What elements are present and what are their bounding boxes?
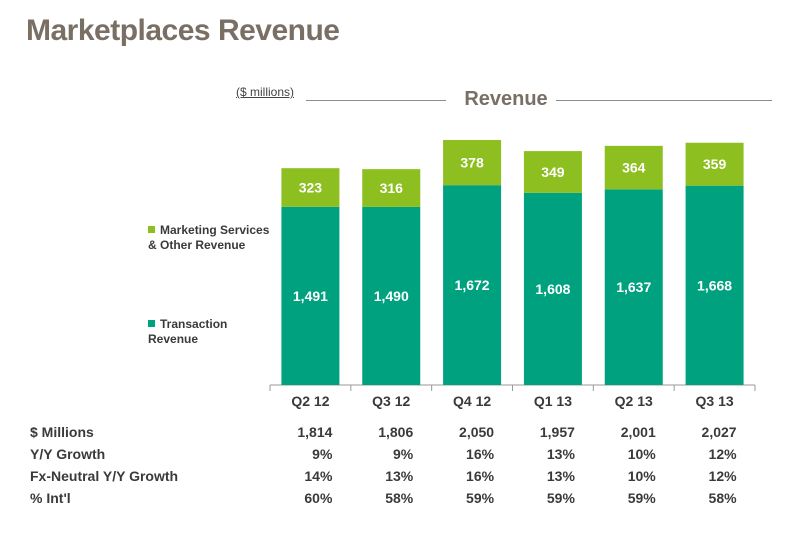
revenue-chart: 1,491 323 Q2 12 1,490 316 Q3 12 1,672 378 Q4 12 1… xyxy=(269,140,756,409)
bar-label-marketing-0: 323 xyxy=(299,180,323,196)
legend-label-transaction: Transaction Revenue xyxy=(148,317,228,346)
chart-title-rule-right xyxy=(556,100,772,101)
table-cell: 59% xyxy=(627,490,656,506)
table-row: Fx-Neutral Y/Y Growth 14% 13% 16% 13% 10% 12% xyxy=(0,468,800,490)
bar-label-transaction-2: 1,672 xyxy=(455,277,490,293)
bar-label-marketing-1: 316 xyxy=(380,180,404,196)
bar-label-transaction-0: 1,491 xyxy=(293,288,328,304)
bar-transaction-4 xyxy=(604,189,663,385)
legend-item-marketing: Marketing Services & Other Revenue xyxy=(148,208,269,253)
table-row-label: % Int'l xyxy=(30,490,71,506)
bar-transaction-2 xyxy=(443,185,502,385)
table-row-label: Y/Y Growth xyxy=(30,446,106,462)
bar-marketing-3 xyxy=(523,151,582,193)
table-cell: 9% xyxy=(393,446,414,462)
bar-label-transaction-3: 1,608 xyxy=(535,281,570,297)
table-cell: 59% xyxy=(466,490,495,506)
table-cell: 9% xyxy=(312,446,333,462)
table-row-label: $ Millions xyxy=(30,424,94,440)
table-cell: 10% xyxy=(627,468,656,484)
table-cell: 13% xyxy=(546,446,575,462)
legend-swatch-transaction xyxy=(148,320,155,327)
x-tick-label-3: Q1 13 xyxy=(534,393,572,409)
units-note: ($ millions) xyxy=(236,85,295,99)
legend-swatch-marketing xyxy=(148,226,155,233)
legend-label-marketing: Marketing Services & Other Revenue xyxy=(148,223,270,252)
table-cell: 58% xyxy=(708,490,737,506)
bar-label-marketing-5: 359 xyxy=(703,156,727,172)
bar-marketing-2 xyxy=(443,140,502,186)
x-tick-label-5: Q3 13 xyxy=(696,393,734,409)
table-cell: 2,001 xyxy=(620,424,656,440)
table-cell: 16% xyxy=(466,446,495,462)
bar-transaction-0 xyxy=(281,206,340,385)
bar-label-transaction-5: 1,668 xyxy=(697,277,732,293)
chart-title: Revenue xyxy=(456,88,556,111)
table-cell: 13% xyxy=(385,468,414,484)
table-cell: 2,027 xyxy=(701,424,737,440)
bar-label-transaction-1: 1,490 xyxy=(374,288,409,304)
table-cell: 1,806 xyxy=(378,424,414,440)
table-cell: 14% xyxy=(304,468,333,484)
table-cell: 12% xyxy=(708,468,737,484)
table-row: % Int'l 60% 58% 59% 59% 59% 58% xyxy=(0,490,800,512)
legend-item-transaction: Transaction Revenue xyxy=(148,302,227,347)
bar-label-marketing-2: 378 xyxy=(460,155,484,171)
table-cell: 59% xyxy=(546,490,575,506)
bar-marketing-0 xyxy=(281,168,340,207)
table-cell: 1,957 xyxy=(539,424,575,440)
x-tick-label-1: Q3 12 xyxy=(372,393,410,409)
table-cell: 13% xyxy=(546,468,575,484)
table-row: Y/Y Growth 9% 9% 16% 13% 10% 12% xyxy=(0,446,800,468)
table-cell: 1,814 xyxy=(297,424,333,440)
bar-transaction-1 xyxy=(362,206,421,385)
bar-label-marketing-3: 349 xyxy=(541,164,565,180)
table-cell: 58% xyxy=(385,490,414,506)
bar-marketing-1 xyxy=(362,169,421,207)
table-cell: 60% xyxy=(304,490,333,506)
table-cell: 16% xyxy=(466,468,495,484)
x-tick-label-2: Q4 12 xyxy=(453,393,491,409)
bar-marketing-5 xyxy=(685,142,744,186)
chart-title-rule-left xyxy=(306,100,446,101)
x-tick-label-0: Q2 12 xyxy=(291,393,329,409)
bar-transaction-5 xyxy=(685,185,744,385)
bar-marketing-4 xyxy=(604,145,663,190)
table-row: $ Millions 1,814 1,806 2,050 1,957 2,001 2,027 xyxy=(0,424,800,446)
table-cell: 12% xyxy=(708,446,737,462)
page-title: Marketplaces Revenue xyxy=(26,14,340,47)
bar-transaction-3 xyxy=(523,192,582,385)
table-cell: 2,050 xyxy=(459,424,495,440)
table-cell: 10% xyxy=(627,446,656,462)
bar-label-transaction-4: 1,637 xyxy=(616,279,651,295)
bar-label-marketing-4: 364 xyxy=(622,160,646,176)
x-tick-label-4: Q2 13 xyxy=(615,393,653,409)
table-row-label: Fx-Neutral Y/Y Growth xyxy=(30,468,179,484)
